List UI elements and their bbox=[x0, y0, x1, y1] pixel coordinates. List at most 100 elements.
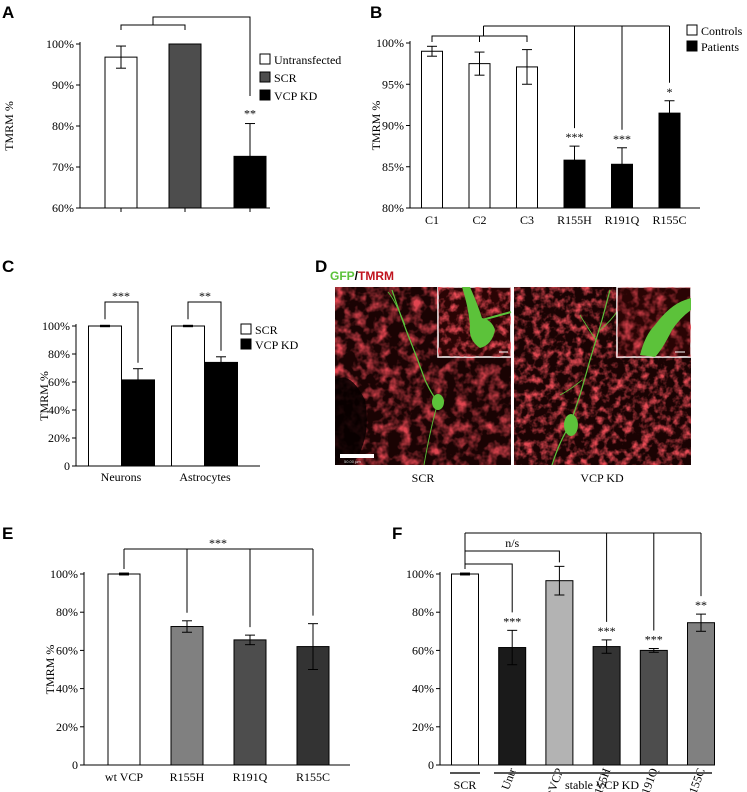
panel-b-significance: *** bbox=[613, 132, 631, 146]
panel-c-y-tick-label: 60% bbox=[48, 375, 70, 389]
panel-e-y-tick-label: 60% bbox=[56, 643, 78, 657]
panel-f-ns-label: n/s bbox=[505, 536, 519, 550]
panel-c-bar bbox=[121, 379, 155, 467]
panel-c-category-label: Astrocytes bbox=[179, 470, 231, 484]
micrograph-vcp-kd bbox=[514, 286, 692, 466]
panel-e-significance: *** bbox=[209, 536, 227, 550]
panel-f-category-label: R191Q bbox=[636, 766, 661, 792]
panel-a-bar bbox=[104, 56, 138, 209]
panel-f-bracket-untr bbox=[465, 563, 513, 613]
panel-b-y-tick-label: 85% bbox=[382, 160, 404, 174]
panel-a-y-axis-label: TMRM % bbox=[2, 101, 16, 151]
panel-b-legend-swatch bbox=[686, 24, 698, 36]
panel-e-category-label: R155C bbox=[296, 770, 330, 784]
panel-d-title: GFP/TMRM bbox=[330, 269, 394, 283]
panel-b-category-label: R155H bbox=[557, 213, 592, 227]
title-tmrm: TMRM bbox=[358, 269, 394, 283]
panel-label-d: D bbox=[315, 257, 327, 276]
panel-c-significance: ** bbox=[199, 289, 211, 303]
panel-e-y-tick-label: 100% bbox=[50, 567, 78, 581]
panel-d-micrographs: GFP/TMRM bbox=[330, 269, 692, 485]
panel-e-y-tick-label: 0 bbox=[72, 758, 78, 772]
panel-b-category-label: C3 bbox=[520, 213, 534, 227]
panel-f-category-label: wtVCP bbox=[541, 766, 566, 792]
panel-f-group-kd: stable VCP KD bbox=[565, 778, 639, 792]
panel-b-category-label: R155C bbox=[652, 213, 686, 227]
panel-f-bar bbox=[451, 573, 479, 766]
panel-a-y-tick-label: 80% bbox=[52, 119, 74, 133]
panel-c-bar bbox=[204, 361, 238, 467]
panel-f-y-tick-label: 0 bbox=[428, 758, 434, 772]
panel-a-y-tick-label: 90% bbox=[52, 78, 74, 92]
panel-a-chart: 60% 70% 80% 90% 100% TMRM % ** Untransfected SCR… bbox=[2, 16, 341, 215]
panel-a-legend-swatch bbox=[259, 53, 271, 65]
panel-e-category-label: R155H bbox=[170, 770, 205, 784]
panel-c-significance: *** bbox=[112, 289, 130, 303]
panel-b-legend-label: Patients bbox=[701, 40, 739, 54]
panel-f-group-scr: SCR bbox=[454, 778, 477, 792]
panel-b-bar bbox=[468, 63, 491, 209]
panel-b-y-tick-label: 90% bbox=[382, 119, 404, 133]
panel-e-category-label: R191Q bbox=[233, 770, 268, 784]
panel-b-significance: *** bbox=[566, 130, 584, 144]
scale-bar-label: 50.00 µm bbox=[344, 459, 361, 464]
panel-e-y-tick-label: 20% bbox=[56, 720, 78, 734]
panel-c-bracket bbox=[104, 301, 139, 363]
panel-e-y-tick-label: 40% bbox=[56, 682, 78, 696]
panel-f-bracket-ns bbox=[465, 550, 560, 563]
panel-a-legend-swatch bbox=[259, 89, 271, 101]
panel-e-bar bbox=[170, 626, 204, 766]
panel-b-category-label: C2 bbox=[472, 213, 486, 227]
panel-c-y-tick-label: 0 bbox=[64, 459, 70, 473]
panel-c-y-axis-label: TMRM % bbox=[37, 371, 51, 421]
panel-c-bar bbox=[171, 325, 205, 467]
panel-b-y-tick-label: 100% bbox=[376, 36, 404, 50]
panel-b-category-label: R191Q bbox=[605, 213, 640, 227]
panel-a-y-tick-label: 60% bbox=[52, 201, 74, 215]
panel-f-y-tick-label: 40% bbox=[412, 682, 434, 696]
panel-e-bar bbox=[107, 573, 141, 766]
panel-f-chart: 020%40%60%80%100%Untr***wtVCP R155H***R19… bbox=[406, 532, 715, 792]
panel-b-chart: 80% 85% 90% 95% 100% TMRM % C1 C2 C3 R155H *** R191… bbox=[369, 24, 743, 227]
panel-label-c: C bbox=[2, 257, 14, 276]
panel-c-bar bbox=[88, 325, 122, 467]
panel-e-bar bbox=[233, 639, 267, 766]
panel-b-bar bbox=[658, 112, 681, 209]
panel-f-y-tick-label: 60% bbox=[412, 643, 434, 657]
panel-c-legend-swatch bbox=[240, 338, 252, 350]
micrograph-scr: 50.00 µm bbox=[335, 286, 512, 466]
panel-c-bracket bbox=[187, 301, 222, 351]
panel-e-chart: 0 20% 40% 60% 80% 100% TMRM % wt VCP R155H R191Q R… bbox=[43, 536, 350, 784]
panel-a-y-tick-label: 100% bbox=[46, 37, 74, 51]
panel-b-bar bbox=[421, 50, 443, 209]
panel-a-bar bbox=[168, 43, 202, 209]
panel-a-legend-label: VCP KD bbox=[274, 89, 318, 103]
title-sep: / bbox=[355, 269, 359, 283]
panel-f-bar bbox=[592, 646, 621, 766]
panel-c-chart: 0 20% 40% 60% 80% 100% TMRM % Neurons *** Astrocy… bbox=[37, 289, 299, 484]
panel-c-legend-label: VCP KD bbox=[255, 338, 299, 352]
panel-a-legend-swatch bbox=[259, 71, 271, 83]
panel-b-category-label: C1 bbox=[425, 213, 439, 227]
panel-a-significance: ** bbox=[244, 107, 256, 121]
panel-a-bracket-controls bbox=[120, 24, 186, 30]
panel-c-y-tick-label: 100% bbox=[42, 319, 70, 333]
caption-vcp-kd: VCP KD bbox=[580, 471, 624, 485]
panel-a-legend-label: Untransfected bbox=[274, 53, 341, 67]
panel-c-y-tick-label: 80% bbox=[48, 347, 70, 361]
panel-f-category-label: R155C bbox=[683, 766, 708, 792]
panel-f-significance: ** bbox=[695, 598, 707, 612]
panel-f-y-tick-label: 80% bbox=[412, 605, 434, 619]
panel-label-b: B bbox=[370, 3, 382, 22]
panel-e-category-label: wt VCP bbox=[105, 770, 143, 784]
panel-b-legend-label: Controls bbox=[701, 24, 743, 38]
caption-scr: SCR bbox=[412, 471, 435, 485]
panel-f-bar bbox=[639, 649, 668, 766]
panel-a-legend-label: SCR bbox=[274, 71, 297, 85]
panel-b-legend-swatch bbox=[686, 40, 698, 52]
panel-b-y-tick-label: 80% bbox=[382, 201, 404, 215]
panel-b-bar bbox=[516, 66, 538, 209]
title-gfp: GFP bbox=[330, 269, 355, 283]
panel-c-y-tick-label: 40% bbox=[48, 403, 70, 417]
panel-b-significance: * bbox=[667, 85, 673, 99]
